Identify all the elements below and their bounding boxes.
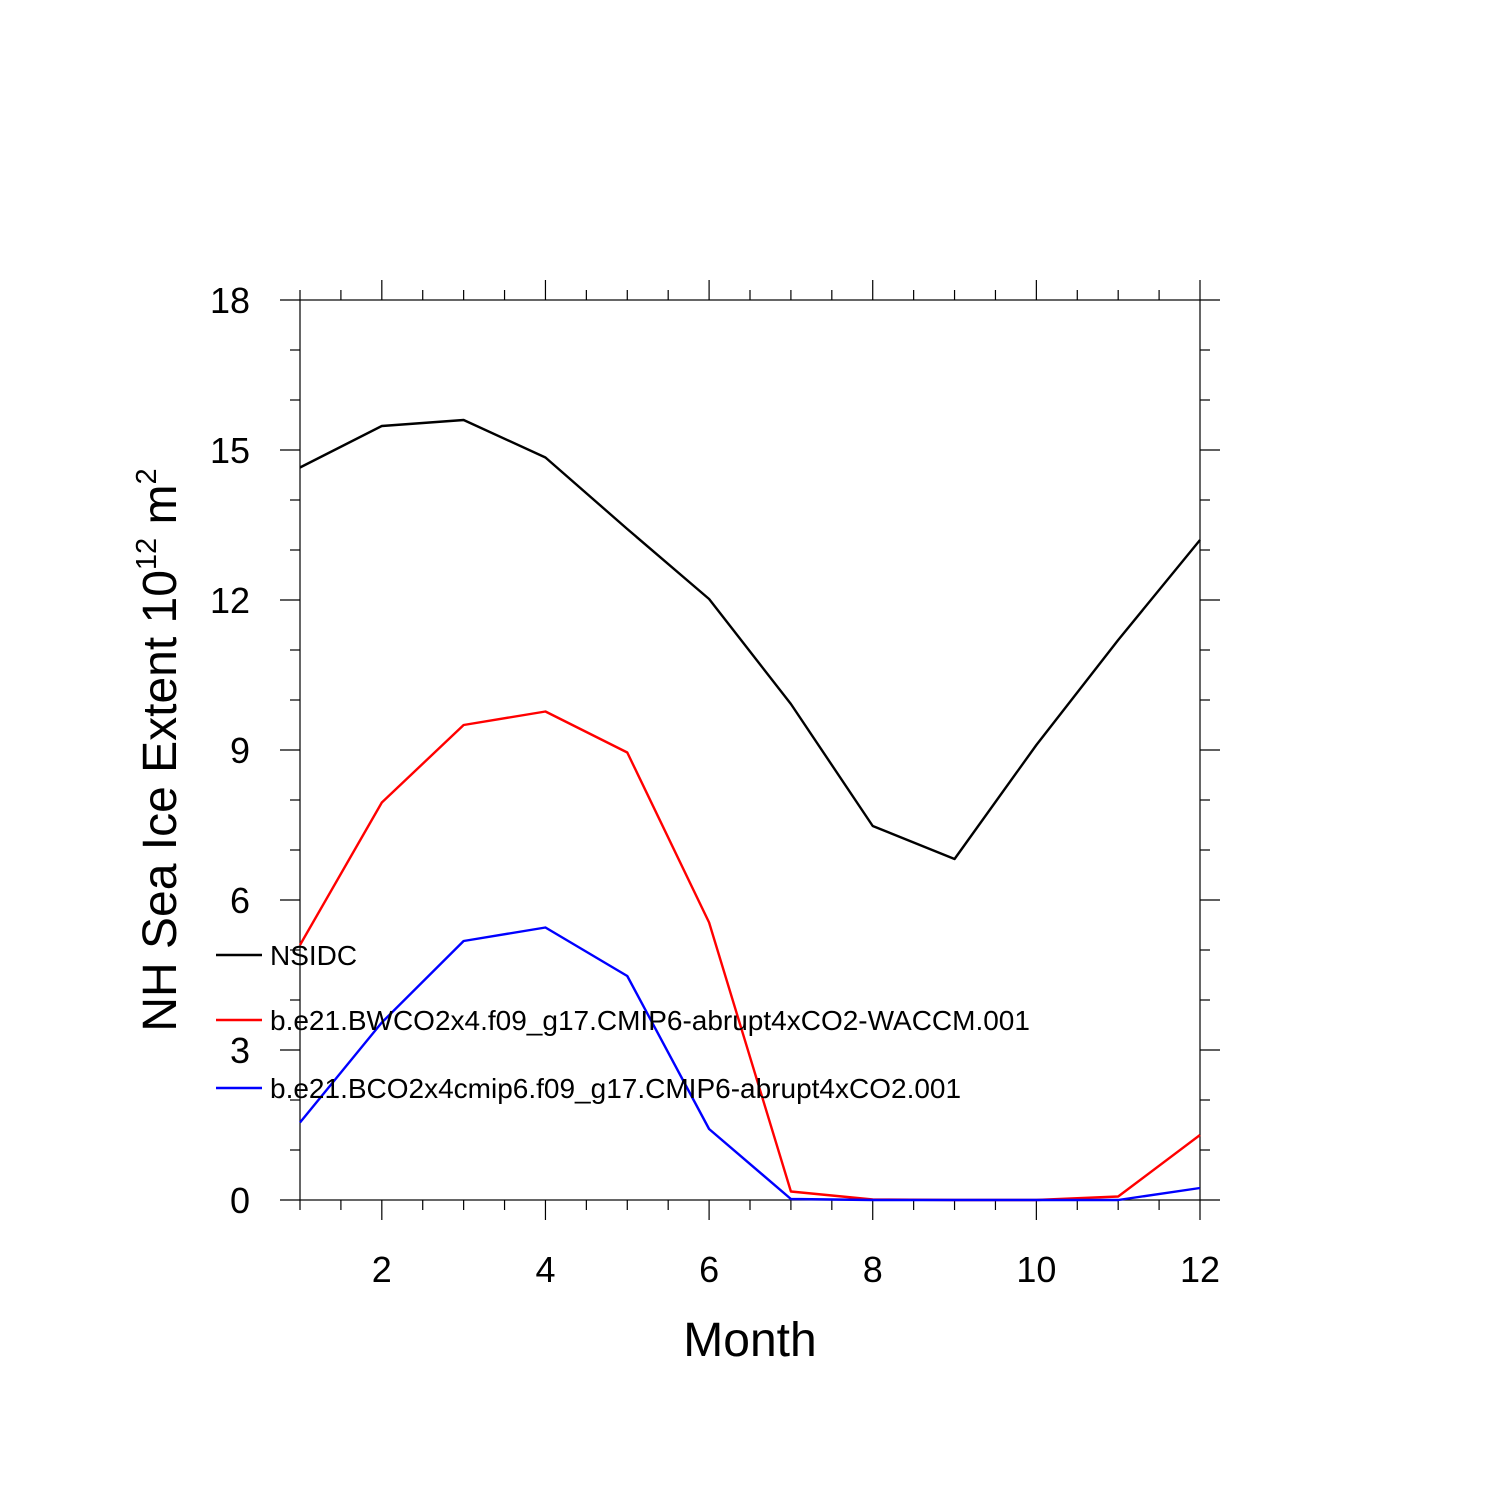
x-tick-label: 8	[863, 1249, 883, 1290]
y-axis-title: NH Sea Ice Extent 1012 m2	[131, 468, 187, 1031]
y-axis-title-unit-exponent: 2	[131, 468, 163, 484]
x-tick-label: 2	[372, 1249, 392, 1290]
legend-label-2: b.e21.BWCO2x4.f09_g17.CMIP6-abrupt4xCO2-…	[270, 1005, 1030, 1036]
x-tick-label: 6	[699, 1249, 719, 1290]
series-line-1	[299, 418, 1201, 861]
tick-labels: 2 4 6 8 10 12 0 3 6 9 12 15 18	[210, 280, 1220, 1290]
legend-label-3: b.e21.BCO2x4cmip6.f09_g17.CMIP6-abrupt4x…	[270, 1073, 961, 1104]
plot-frame	[299, 299, 1201, 1201]
x-tick-label: 12	[1180, 1249, 1220, 1290]
series-lines	[298, 418, 1201, 1202]
x-tick-label: 4	[535, 1249, 555, 1290]
x-axis-title: Month	[683, 1314, 816, 1367]
y-tick-label: 6	[230, 880, 250, 921]
y-axis-title-unit: m	[134, 484, 187, 537]
y-axis-title-exponent: 12	[131, 538, 163, 570]
axis-ticks	[280, 280, 1220, 1220]
series-line-2	[298, 710, 1201, 1202]
y-tick-label: 12	[210, 580, 250, 621]
y-tick-label: 15	[210, 430, 250, 471]
y-tick-label: 3	[230, 1030, 250, 1071]
y-tick-label: 18	[210, 280, 250, 321]
series-line-3	[299, 926, 1201, 1202]
legend-label-1: NSIDC	[270, 940, 357, 971]
legend: NSIDC b.e21.BWCO2x4.f09_g17.CMIP6-abrupt4…	[216, 940, 1030, 1104]
y-tick-label: 9	[230, 730, 250, 771]
y-axis-title-base: NH Sea Ice Extent 10	[134, 570, 187, 1032]
x-tick-label: 10	[1016, 1249, 1056, 1290]
y-tick-label: 0	[230, 1180, 250, 1221]
